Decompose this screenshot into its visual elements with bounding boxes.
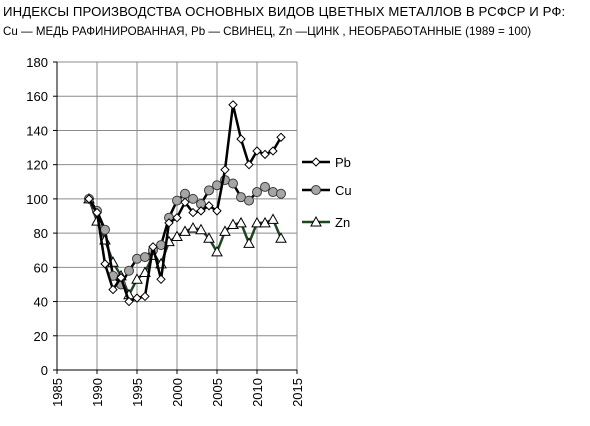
data-point-pb <box>132 293 142 303</box>
data-point-zn <box>171 230 183 242</box>
x-tick-label: 1985 <box>50 378 65 407</box>
chart-subtitle: Cu — МЕДЬ РАФИНИРОВАННАЯ, Pb — СВИНЕЦ, Z… <box>3 25 532 38</box>
x-tick-label: 2005 <box>210 378 225 407</box>
data-point-pb <box>148 242 158 252</box>
data-point-pb <box>108 284 118 295</box>
data-point-pb <box>236 134 246 144</box>
data-point-pb <box>228 100 238 110</box>
x-tick-label: 2000 <box>170 378 185 407</box>
y-tick-label: 40 <box>34 295 48 310</box>
data-point-zn <box>267 213 279 224</box>
y-tick-label: 0 <box>41 363 48 378</box>
series-layer <box>83 100 287 307</box>
x-tick-label: 2010 <box>250 378 265 407</box>
series-zn <box>83 192 287 300</box>
legend-label-zn: Zn <box>335 215 350 230</box>
data-point-zn <box>219 225 231 236</box>
data-point-zn <box>195 223 207 235</box>
legend-label-pb: Pb <box>335 155 351 170</box>
data-point-zn <box>275 232 287 243</box>
y-tick-label: 100 <box>26 192 48 207</box>
y-tick-label: 160 <box>26 89 48 104</box>
data-point-zn <box>243 237 255 248</box>
y-tick-label: 140 <box>26 123 48 138</box>
data-point-cu <box>180 188 190 199</box>
data-point-zn <box>203 232 215 243</box>
data-point-pb <box>172 213 182 223</box>
legend-item-cu: Cu <box>302 183 352 198</box>
y-tick-label: 120 <box>26 158 48 173</box>
data-point-zn <box>259 216 271 228</box>
data-point-pb <box>180 197 190 208</box>
data-point-zn <box>187 221 199 233</box>
legend-label-cu: Cu <box>335 183 352 198</box>
data-point-pb <box>204 201 214 211</box>
y-tick-label: 180 <box>26 55 48 70</box>
x-tick-label: 1990 <box>90 378 105 407</box>
data-point-zn <box>227 218 239 230</box>
data-point-pb <box>244 159 254 170</box>
data-point-zn <box>211 245 223 257</box>
y-tick-label: 60 <box>34 260 48 275</box>
data-point-cu <box>276 188 286 199</box>
data-point-pb <box>124 296 134 307</box>
axis-layer: 0 20 40 60 80 100 120 140 160 180 1985 1990 1995 2000… <box>26 55 305 407</box>
data-point-cu <box>260 181 270 192</box>
data-point-pb <box>84 194 94 204</box>
legend-marker-pb <box>311 157 321 167</box>
legend-marker-zn <box>310 215 322 227</box>
data-point-cu <box>132 253 142 264</box>
data-point-pb <box>164 218 174 228</box>
data-point-pb <box>196 206 206 216</box>
data-point-cu <box>244 195 254 206</box>
data-point-cu <box>204 185 214 196</box>
data-point-cu <box>100 224 110 235</box>
data-point-pb <box>156 274 166 285</box>
data-point-pb <box>188 207 198 218</box>
legend-item-zn: Zn <box>302 215 350 230</box>
data-point-cu <box>252 187 262 198</box>
legend: Pb Cu Zn <box>302 155 352 230</box>
data-point-pb <box>92 207 102 218</box>
y-tick-label: 80 <box>34 226 48 241</box>
data-point-cu <box>268 187 278 198</box>
chart-title: ИНДЕКСЫ ПРОИЗВОДСТВА ОСНОВНЫХ ВИДОВ ЦВЕТ… <box>3 4 566 19</box>
data-point-pb <box>220 165 230 175</box>
data-point-pb <box>116 272 126 283</box>
data-point-zn <box>131 273 143 284</box>
data-point-cu <box>140 252 150 263</box>
data-point-pb <box>268 146 278 156</box>
data-point-pb <box>100 259 110 269</box>
data-point-cu <box>188 193 198 204</box>
y-tick-label: 20 <box>34 329 48 344</box>
data-point-pb <box>276 132 286 142</box>
data-point-cu <box>124 265 134 276</box>
x-tick-label: 1995 <box>130 378 145 407</box>
legend-item-pb: Pb <box>302 155 351 170</box>
data-point-pb <box>260 149 270 160</box>
legend-marker-cu <box>311 185 321 195</box>
x-tick-label: 2015 <box>290 378 305 407</box>
series-pb <box>84 100 286 307</box>
data-point-pb <box>212 206 222 216</box>
data-point-zn <box>251 216 263 228</box>
data-point-zn <box>179 225 191 236</box>
data-point-zn <box>235 216 247 228</box>
data-point-cu <box>172 195 182 206</box>
data-point-cu <box>228 178 238 189</box>
data-point-pb <box>140 291 150 302</box>
data-point-pb <box>252 146 262 156</box>
